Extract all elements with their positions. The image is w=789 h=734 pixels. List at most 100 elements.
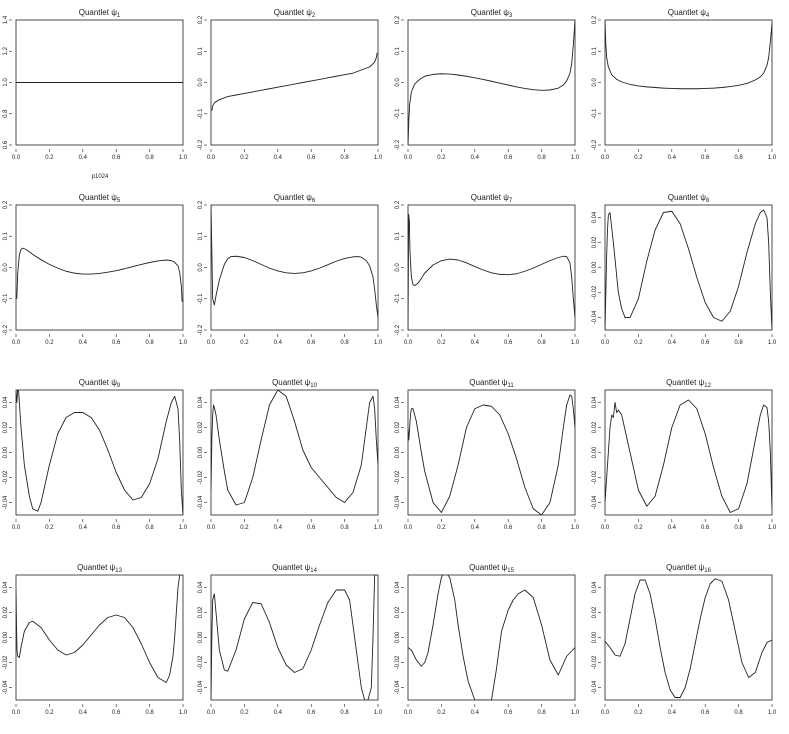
panel-title: Quantlet ψ5: [79, 193, 121, 204]
y-tick-label: -0.2: [395, 139, 401, 150]
y-tick-label: -0.02: [592, 285, 598, 299]
y-tick-label: 0.2: [395, 15, 401, 24]
plot-frame: [604, 574, 773, 701]
x-tick-label: 0.4: [668, 525, 677, 531]
x-tick-label: 0.6: [307, 710, 316, 716]
x-tick-label: 1.0: [571, 155, 580, 161]
panel-title: Quantlet ψ10: [272, 378, 318, 389]
y-tick-label: 0.00: [395, 446, 401, 458]
x-tick-label: 0.2: [437, 525, 446, 531]
x-tick-label: 0.6: [307, 340, 316, 346]
x-tick-label: 0.0: [207, 710, 216, 716]
y-tick-label: 0.04: [592, 396, 598, 408]
x-tick-label: 0.4: [79, 710, 88, 716]
panel-title-symbol: ψ: [111, 193, 117, 202]
y-tick-label: -0.1: [592, 108, 598, 119]
quantlet-curve: [16, 247, 183, 302]
panel-title-prefix: Quantlet: [469, 563, 501, 572]
y-tick-label: 0.1: [592, 46, 598, 55]
x-tick-label: 0.0: [601, 155, 610, 161]
quantlet-panel-9: Quantlet ψ9 0.0 0.2 0.4 0.6 0.8 1.0 -0.04 -0.02 0…: [3, 378, 188, 531]
x-tick-label: 1.0: [571, 525, 580, 531]
y-tick-label: -0.02: [592, 470, 598, 484]
y-tick-label: 0.2: [198, 15, 204, 24]
y-tick-label: 1.2: [3, 46, 9, 55]
panel-grid: Quantlet ψ1 0.0 0.2 0.4 0.6 0.8 1.0 0.6 0.8 1.0 1.…: [3, 8, 777, 716]
x-tick-label: 0.6: [307, 525, 316, 531]
y-tick-label: -0.1: [3, 293, 9, 304]
panel-title-symbol: ψ: [306, 8, 312, 17]
y-tick-label: 0.00: [3, 446, 9, 458]
y-tick-label: -0.2: [198, 139, 204, 150]
panel-title: Quantlet ψ1: [79, 8, 121, 19]
panel-title-index: 9: [117, 383, 121, 389]
x-tick-label: 0.0: [601, 525, 610, 531]
panel-title-symbol: ψ: [306, 193, 312, 202]
x-tick-label: 0.0: [601, 340, 610, 346]
plot-frame: [604, 204, 773, 331]
y-tick-label: 0.2: [3, 200, 9, 209]
y-tick-label: 0.1: [198, 231, 204, 240]
plot-frame: [604, 389, 773, 516]
panel-title-index: 7: [509, 198, 513, 204]
x-tick-label: 0.4: [274, 710, 283, 716]
x-tick-label: 0.4: [668, 155, 677, 161]
panel-title-index: 4: [706, 13, 710, 19]
panel-title: Quantlet ψ6: [274, 193, 316, 204]
y-tick-label: 0.00: [592, 631, 598, 643]
panel-title: Quantlet ψ13: [77, 563, 123, 574]
plot-frame: [15, 204, 184, 331]
panel-title-symbol: ψ: [110, 563, 116, 572]
x-tick-label: 1.0: [571, 710, 580, 716]
quantlet-panel-13: Quantlet ψ13 0.0 0.2 0.4 0.6 0.8 1.0 -0.04 -0.02…: [3, 563, 188, 716]
x-tick-label: 0.0: [12, 340, 21, 346]
y-tick-label: -0.2: [3, 324, 9, 335]
x-tick-label: 0.6: [504, 525, 513, 531]
x-tick-label: 0.6: [701, 155, 710, 161]
x-tick-label: 1.0: [179, 340, 188, 346]
x-tick-label: 0.8: [145, 525, 154, 531]
quantlet-panel-14: Quantlet ψ14 0.0 0.2 0.4 0.6 0.8 1.0 -0.04 -0.02…: [198, 563, 383, 716]
x-tick-label: 0.6: [701, 340, 710, 346]
x-tick-label: 0.8: [537, 340, 546, 346]
x-tick-label: 1.0: [374, 340, 383, 346]
y-tick-label: 0.02: [395, 421, 401, 433]
panel-title-index: 6: [312, 198, 316, 204]
x-tick-label: 0.4: [668, 340, 677, 346]
x-tick-label: 0.4: [274, 155, 283, 161]
quantlet-curve: [211, 575, 378, 700]
panel-title-symbol: ψ: [502, 378, 508, 387]
x-tick-label: 0.2: [240, 525, 249, 531]
panel-title-prefix: Quantlet: [668, 8, 700, 17]
x-tick-label: 0.2: [437, 710, 446, 716]
panel-title-prefix: Quantlet: [469, 378, 501, 387]
panel-title: Quantlet ψ3: [471, 8, 513, 19]
panel-title-prefix: Quantlet: [666, 378, 698, 387]
panel-title: Quantlet ψ9: [79, 378, 121, 389]
plot-frame: [604, 19, 773, 146]
x-tick-label: 1.0: [179, 525, 188, 531]
quantlet-curve: [16, 390, 183, 515]
x-tick-label: 0.0: [404, 155, 413, 161]
y-tick-label: 0.0: [395, 263, 401, 272]
y-tick-label: -0.04: [592, 310, 598, 324]
x-tick-label: 0.8: [340, 340, 349, 346]
x-tick-label: 0.8: [340, 710, 349, 716]
y-tick-label: -0.1: [198, 293, 204, 304]
y-tick-label: -0.1: [395, 108, 401, 119]
panel-title-symbol: ψ: [111, 8, 117, 17]
x-tick-label: 0.4: [471, 710, 480, 716]
quantlet-curve: [605, 20, 772, 90]
x-tick-label: 0.0: [12, 155, 21, 161]
x-tick-label: 0.0: [601, 710, 610, 716]
x-tick-label: 0.2: [240, 710, 249, 716]
x-tick-label: 0.0: [207, 525, 216, 531]
quantlet-panel-12: Quantlet ψ12 0.0 0.2 0.4 0.6 0.8 1.0 -0.04 -0.02…: [592, 378, 777, 531]
quantlet-curve: [408, 213, 575, 330]
y-tick-label: 0.0: [3, 263, 9, 272]
quantlet-curve: [211, 205, 378, 318]
y-tick-label: 0.04: [3, 396, 9, 408]
panel-title: Quantlet ψ15: [469, 563, 515, 574]
x-tick-label: 0.4: [79, 155, 88, 161]
